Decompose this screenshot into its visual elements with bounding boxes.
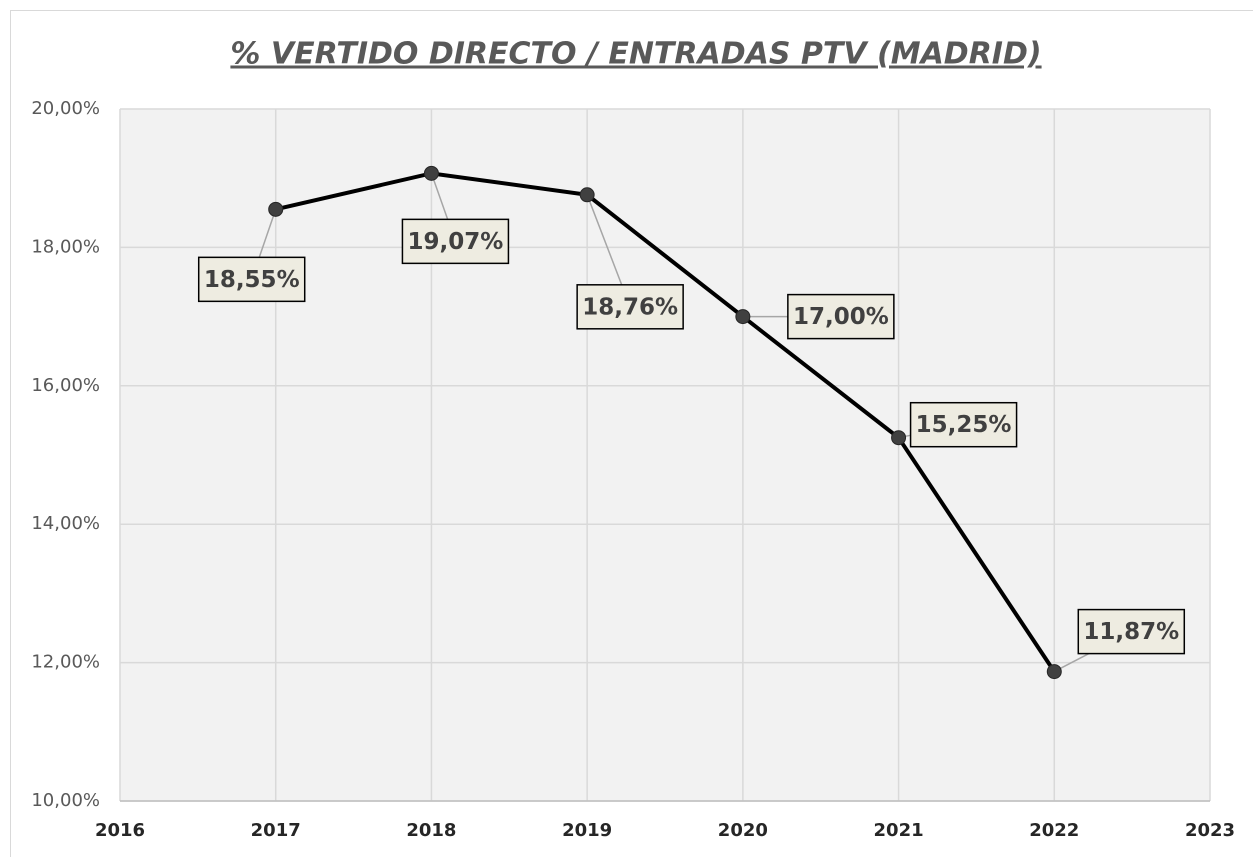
x-tick-label: 2019 — [562, 820, 612, 841]
y-tick-label: 14,00% — [31, 513, 100, 534]
data-label: 18,76% — [582, 294, 678, 320]
marker — [736, 310, 750, 324]
data-label: 19,07% — [408, 229, 504, 255]
x-tick-label: 2016 — [95, 820, 145, 841]
y-tick-label: 20,00% — [31, 98, 100, 119]
plot-area — [120, 109, 1210, 801]
y-tick-label: 12,00% — [31, 652, 100, 673]
x-tick-label: 2021 — [874, 820, 924, 841]
x-tick-label: 2023 — [1185, 820, 1235, 841]
data-label: 15,25% — [916, 412, 1012, 438]
chart-title: % VERTIDO DIRECTO / ENTRADAS PTV (MADRID… — [230, 37, 1041, 72]
x-tick-label: 2022 — [1029, 820, 1079, 841]
marker — [424, 166, 438, 180]
data-label: 11,87% — [1083, 619, 1179, 645]
y-tick-label: 16,00% — [31, 375, 100, 396]
x-tick-label: 2018 — [406, 820, 456, 841]
data-label: 17,00% — [793, 304, 889, 330]
marker — [269, 202, 283, 216]
marker — [580, 188, 594, 202]
x-tick-label: 2020 — [718, 820, 768, 841]
y-tick-label: 18,00% — [31, 236, 100, 257]
marker — [1047, 665, 1061, 679]
y-tick-label: 10,00% — [31, 790, 100, 811]
x-tick-label: 2017 — [251, 820, 301, 841]
marker — [892, 431, 906, 445]
data-label: 18,55% — [204, 267, 300, 293]
